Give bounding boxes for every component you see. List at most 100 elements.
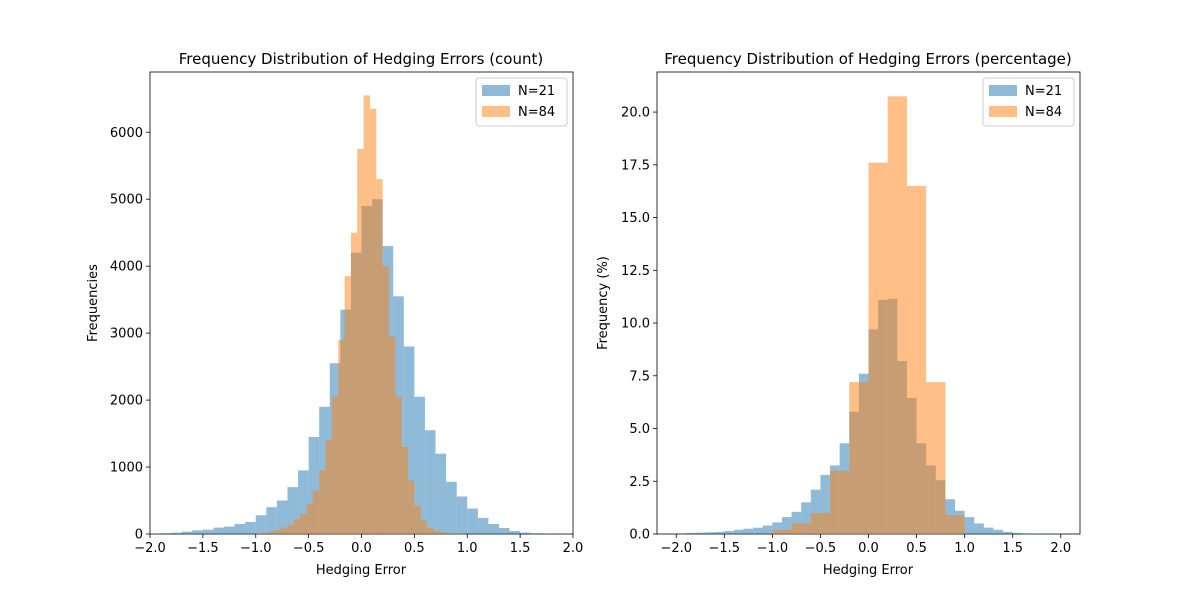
- bar-n21-3: [181, 531, 193, 534]
- x-tick-label: −2.0: [134, 541, 166, 556]
- bar-n21-5: [202, 529, 214, 534]
- bar-n21-31: [974, 523, 984, 534]
- bar-n84-9: [312, 490, 320, 534]
- bar-n21-31: [477, 517, 489, 534]
- bar-n84-8: [306, 503, 313, 534]
- y-tick-label: 7.5: [629, 369, 650, 384]
- bar-n21-13: [801, 502, 811, 534]
- x-tick-label: 1.5: [510, 541, 531, 556]
- bar-n84-1: [262, 532, 269, 534]
- bar-n84-6: [293, 519, 301, 534]
- bar-n21-35: [520, 532, 531, 534]
- bar-n21-9: [245, 521, 256, 534]
- bar-n84-27: [427, 527, 434, 534]
- bar-n21-8: [753, 527, 763, 534]
- x-axis-label: Hedging Error: [316, 563, 407, 578]
- bar-n21-32: [983, 527, 994, 534]
- x-axis-label: Hedging Error: [823, 563, 914, 578]
- bar-n21-26: [424, 430, 436, 534]
- bar-n21-0: [676, 533, 686, 534]
- bar-n84-14: [344, 276, 351, 534]
- bar-n21-6: [213, 527, 225, 534]
- bar-n21-12: [276, 500, 288, 534]
- bar-n84-30: [446, 533, 453, 534]
- bar-n84-18: [369, 108, 377, 534]
- y-tick-label: 2000: [110, 394, 143, 409]
- bar-n21-35: [1012, 532, 1023, 534]
- bar-n21-30: [964, 517, 975, 534]
- bar-n84-13: [338, 339, 345, 534]
- legend-label-n84: N=84: [518, 105, 555, 120]
- histogram-bars: [150, 95, 573, 535]
- bar-n84-5: [868, 162, 888, 534]
- y-tick-label: 1000: [110, 461, 143, 476]
- bar-n84-2: [268, 531, 275, 534]
- y-tick-label: 10.0: [621, 317, 650, 332]
- legend: N=21 N=84: [475, 77, 568, 127]
- x-tick-label: 2.0: [1050, 541, 1071, 556]
- bar-n21-14: [298, 470, 309, 534]
- bar-n84-3: [274, 529, 282, 534]
- bar-n84-24: [408, 480, 415, 534]
- y-tick-label: 2.5: [629, 475, 650, 490]
- y-tick-label: 6000: [110, 126, 143, 141]
- x-tick-label: −2.0: [660, 541, 692, 556]
- chart-panel-count: −2.0 −1.5 −1.0 −0.5 0.0 0.5 1.0 1.5 2.0 0 1000 200…: [86, 50, 583, 578]
- x-tick-label: 0.0: [858, 541, 879, 556]
- x-axis-ticks: −2.0 −1.5 −1.0 −0.5 0.0 0.5 1.0 1.5 2.0: [660, 534, 1071, 556]
- bar-n21-4: [714, 531, 725, 534]
- x-tick-label: 1.5: [1002, 541, 1023, 556]
- legend: N=21 N=84: [982, 77, 1075, 127]
- bar-n84-17: [363, 95, 370, 535]
- bar-n84-0: [255, 533, 263, 534]
- bar-n21-34: [509, 530, 521, 534]
- bar-n21-36: [1022, 533, 1032, 534]
- bar-n84-28: [433, 530, 440, 534]
- y-tick-label: 0.0: [629, 528, 650, 543]
- bar-n21-14: [810, 489, 821, 534]
- bar-n21-3: [705, 532, 715, 534]
- legend-swatch-n84: [482, 106, 510, 117]
- y-axis-ticks: 0.0 2.5 5.0 7.5 10.0 12.5 15.0 17.5 20.0: [621, 106, 657, 543]
- bar-n21-2: [171, 532, 182, 534]
- x-tick-label: 2.0: [563, 541, 584, 556]
- bar-n84-7: [906, 185, 927, 535]
- bar-n84-21: [389, 336, 396, 534]
- chart-panel-percentage: −2.0 −1.5 −1.0 −0.5 0.0 0.5 1.0 1.5 2.0 0.0 2.5 5.…: [596, 50, 1081, 578]
- y-tick-label: 12.5: [621, 264, 650, 279]
- bar-n84-11: [325, 440, 332, 534]
- x-tick-label: 1.0: [954, 541, 975, 556]
- bar-n21-1: [160, 533, 172, 534]
- bar-n84-15: [350, 232, 358, 534]
- bar-n84-7: [300, 513, 307, 534]
- bar-n21-24: [403, 346, 415, 534]
- bar-n84-8: [926, 382, 946, 534]
- x-tick-label: 0.5: [906, 541, 927, 556]
- y-axis-ticks: 0 1000 2000 3000 4000 5000 6000: [110, 126, 150, 543]
- bar-n21-9: [762, 525, 773, 534]
- bar-n21-33: [993, 529, 1004, 534]
- x-tick-label: −1.5: [709, 541, 741, 556]
- bar-n21-11: [781, 517, 792, 534]
- bar-n84-4: [281, 527, 288, 534]
- legend-label-n21: N=21: [1025, 84, 1062, 99]
- bar-n84-9: [945, 515, 965, 534]
- y-tick-label: 17.5: [621, 158, 650, 173]
- bar-n21-2: [695, 532, 706, 534]
- bar-n21-25: [414, 396, 425, 534]
- bar-n21-28: [446, 481, 457, 534]
- bar-n21-7: [743, 528, 754, 534]
- y-tick-label: 5000: [110, 193, 143, 208]
- legend-swatch-n21: [989, 85, 1017, 96]
- bar-n84-19: [376, 179, 383, 534]
- bar-n21-15: [820, 474, 831, 534]
- bar-n21-30: [467, 508, 478, 534]
- legend-swatch-n84: [989, 106, 1017, 117]
- y-tick-label: 15.0: [621, 211, 650, 226]
- x-tick-label: 0.5: [404, 541, 425, 556]
- bar-n84-6: [887, 96, 907, 534]
- bar-n84-1: [791, 523, 811, 534]
- bar-n84-26: [420, 520, 428, 534]
- bar-n84-2: [810, 512, 831, 534]
- bar-n21-8: [234, 523, 246, 534]
